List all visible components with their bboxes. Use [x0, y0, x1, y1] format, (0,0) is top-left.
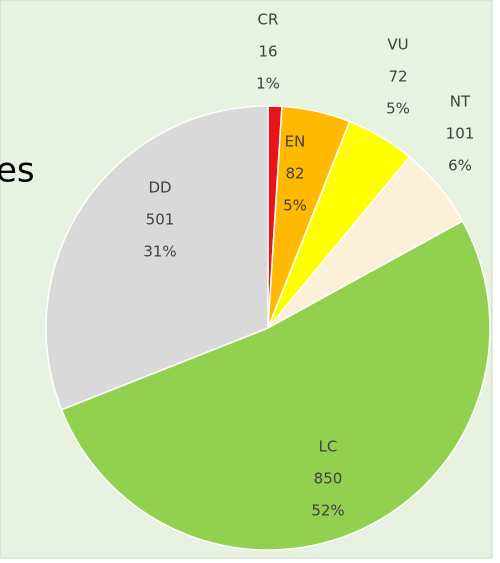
slice-percent: 31%: [143, 243, 176, 261]
slice-name: NT: [450, 93, 471, 111]
slice-percent: 1%: [256, 75, 280, 93]
slice-percent: 52%: [311, 502, 344, 520]
slice-name: DD: [148, 179, 171, 197]
text-fragment: es: [0, 151, 35, 191]
slice-count: 82: [285, 165, 304, 183]
pie-slice: [45, 105, 269, 411]
slice-count: 501: [146, 211, 175, 229]
slice-percent: 6%: [448, 157, 472, 175]
slice-count: 16: [258, 43, 277, 61]
slice-name: VU: [387, 36, 408, 54]
slice-count: 72: [388, 68, 407, 86]
slice-count: 850: [314, 470, 343, 488]
slice-percent: 5%: [283, 197, 307, 215]
slice-name: LC: [319, 438, 338, 456]
slice-name: CR: [258, 11, 279, 29]
pie-slice: [60, 220, 491, 551]
slice-name: EN: [285, 133, 306, 151]
slice-count: 101: [446, 125, 475, 143]
slice-percent: 5%: [386, 100, 410, 118]
